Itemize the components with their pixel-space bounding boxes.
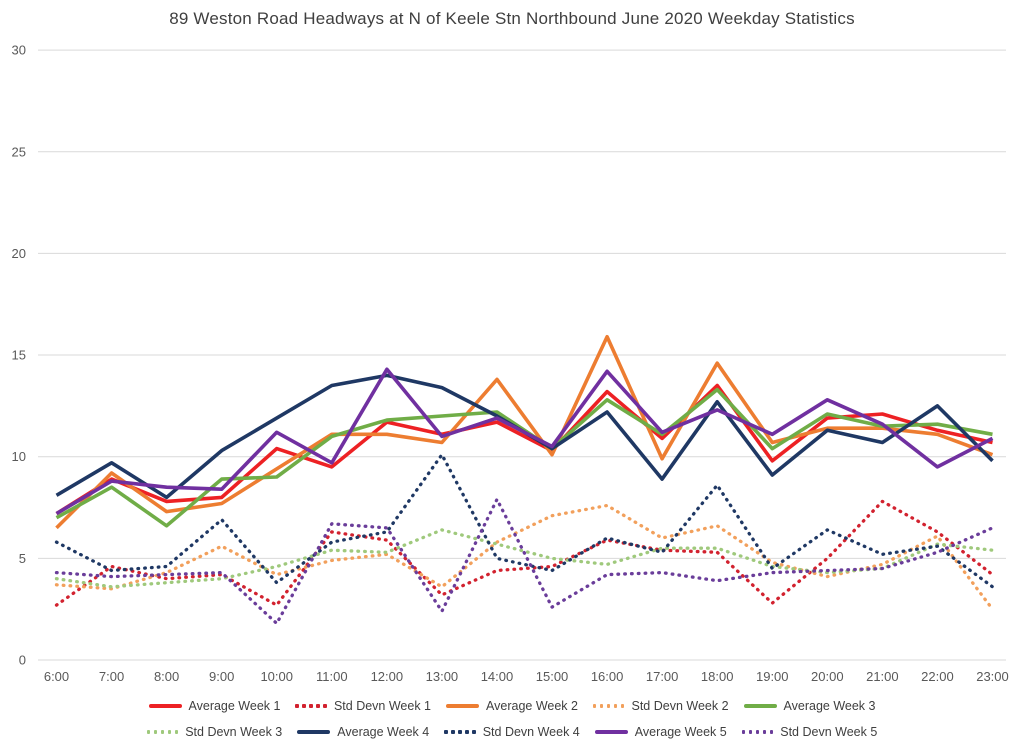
series-std-devn-week-5: [54, 497, 995, 626]
x-axis-label-1800: 18:00: [701, 669, 734, 684]
x-axis-label-2200: 22:00: [921, 669, 954, 684]
x-axis-label-1700: 17:00: [646, 669, 679, 684]
legend-item-std-devn-week-5: Std Devn Week 5: [741, 725, 878, 739]
y-axis-label-5: 5: [19, 551, 26, 566]
solid-line-swatch-average-week-5: [594, 730, 628, 734]
x-axis-label-2300: 23:00: [976, 669, 1009, 684]
legend-item-average-week-1: Average Week 1: [148, 699, 281, 713]
x-axis-label-1600: 16:00: [591, 669, 624, 684]
series-std-devn-week-2: [54, 503, 995, 611]
legend-item-std-devn-week-2: Std Devn Week 2: [592, 699, 729, 713]
x-axis-label-900: 9:00: [209, 669, 234, 684]
x-axis-label-1900: 19:00: [756, 669, 789, 684]
dotted-line-swatch-std-devn-week-4: [444, 730, 476, 734]
legend-item-average-week-3: Average Week 3: [743, 699, 876, 713]
legend-label-std-devn-week-4: Std Devn Week 4: [482, 725, 580, 739]
legend-label-average-week-3: Average Week 3: [783, 699, 876, 713]
legend-item-std-devn-week-1: Std Devn Week 1: [295, 699, 431, 713]
x-axis-label-1300: 13:00: [426, 669, 459, 684]
dotted-line-swatch-std-devn-week-1: [295, 704, 327, 708]
legend-item-average-week-4: Average Week 4: [297, 725, 429, 739]
series-average-week-1: [55, 383, 993, 516]
x-axis-label-2100: 21:00: [866, 669, 899, 684]
solid-line-swatch-average-week-1: [148, 704, 182, 708]
x-axis-label-1400: 14:00: [481, 669, 514, 684]
y-axis-label-30: 30: [12, 43, 26, 58]
legend-label-average-week-5: Average Week 5: [634, 725, 727, 739]
legend-label-average-week-1: Average Week 1: [188, 699, 281, 713]
dotted-line-swatch-std-devn-week-5: [741, 730, 774, 734]
x-axis-label-700: 7:00: [99, 669, 124, 684]
legend-item-std-devn-week-4: Std Devn Week 4: [444, 725, 580, 739]
legend-item-average-week-2: Average Week 2: [446, 699, 578, 713]
solid-line-swatch-average-week-2: [446, 704, 480, 708]
dotted-line-swatch-std-devn-week-3: [146, 730, 179, 734]
x-axis-label-1000: 10:00: [260, 669, 293, 684]
legend-label-average-week-4: Average Week 4: [337, 725, 430, 739]
x-axis-label-1200: 12:00: [371, 669, 404, 684]
series-std-devn-week-3: [54, 528, 995, 589]
y-axis-label-15: 15: [12, 348, 26, 363]
y-axis-label-0: 0: [19, 653, 26, 668]
x-axis-label-600: 6:00: [44, 669, 69, 684]
series-std-devn-week-4: [54, 453, 995, 589]
y-axis-label-20: 20: [12, 246, 26, 261]
x-axis-label-2000: 20:00: [811, 669, 844, 684]
series-average-week-5: [55, 367, 994, 516]
legend-row-2: Std Devn Week 3 Average Week 4 Std Devn We…: [0, 725, 1024, 739]
legend-item-average-week-5: Average Week 5: [594, 725, 727, 739]
series-average-week-2: [55, 334, 994, 530]
x-axis-label-1500: 15:00: [536, 669, 569, 684]
legend-item-std-devn-week-3: Std Devn Week 3: [146, 725, 283, 739]
x-axis-label-800: 8:00: [154, 669, 179, 684]
x-axis-label-1100: 11:00: [316, 669, 348, 684]
legend-row-1: Average Week 1 Std Devn Week 1 Average Wee…: [0, 699, 1024, 713]
y-axis-label-10: 10: [12, 449, 26, 464]
legend-label-std-devn-week-1: Std Devn Week 1: [333, 699, 432, 713]
y-axis-label-25: 25: [12, 144, 26, 159]
legend-label-average-week-2: Average Week 2: [486, 699, 578, 713]
legend-label-std-devn-week-3: Std Devn Week 3: [185, 725, 283, 739]
legend-label-std-devn-week-5: Std Devn Week 5: [780, 725, 878, 739]
solid-line-swatch-average-week-4: [297, 730, 331, 734]
solid-line-swatch-average-week-3: [743, 704, 777, 708]
series-std-devn-week-1: [54, 499, 995, 607]
legend-label-std-devn-week-2: Std Devn Week 2: [631, 699, 729, 713]
chart-title: 89 Weston Road Headways at N of Keele St…: [169, 9, 855, 28]
dotted-line-swatch-std-devn-week-2: [592, 704, 625, 708]
